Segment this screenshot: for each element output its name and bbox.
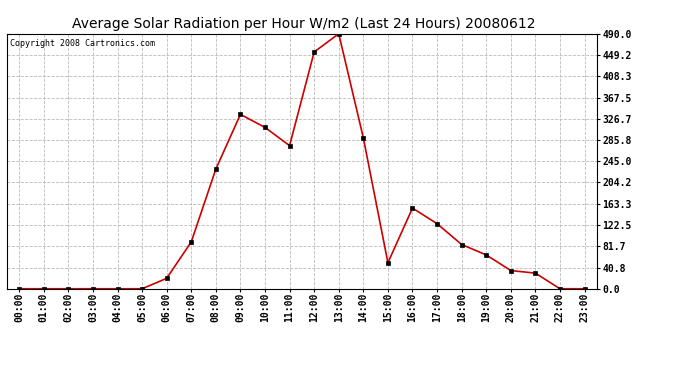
Text: Copyright 2008 Cartronics.com: Copyright 2008 Cartronics.com bbox=[10, 39, 155, 48]
Text: Average Solar Radiation per Hour W/m2 (Last 24 Hours) 20080612: Average Solar Radiation per Hour W/m2 (L… bbox=[72, 17, 535, 31]
